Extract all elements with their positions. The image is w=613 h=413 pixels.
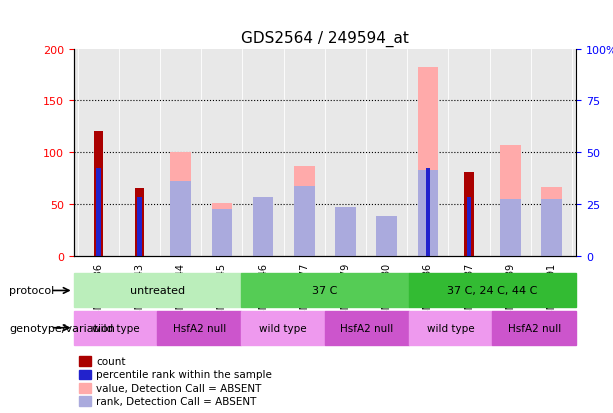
Text: count: count — [96, 356, 126, 366]
Bar — [137, 197, 142, 256]
Bar — [241, 274, 409, 308]
Bar — [96, 169, 101, 256]
Bar — [335, 207, 356, 256]
Text: 37 C: 37 C — [312, 286, 338, 296]
Text: wild type: wild type — [91, 323, 139, 333]
Bar — [541, 199, 562, 256]
Bar — [211, 210, 232, 256]
Bar — [492, 311, 576, 345]
Text: rank, Detection Call = ABSENT: rank, Detection Call = ABSENT — [96, 396, 257, 406]
Title: GDS2564 / 249594_at: GDS2564 / 249594_at — [241, 31, 409, 47]
Text: protocol: protocol — [9, 286, 55, 296]
Bar — [325, 311, 409, 345]
Bar — [253, 206, 273, 256]
Bar — [335, 207, 356, 256]
Text: value, Detection Call = ABSENT: value, Detection Call = ABSENT — [96, 383, 262, 393]
Bar — [417, 170, 438, 256]
Bar — [74, 311, 158, 345]
Bar — [78, 356, 91, 366]
Bar — [158, 311, 241, 345]
Bar — [500, 146, 520, 256]
Bar — [376, 217, 397, 256]
Bar — [294, 166, 314, 256]
Bar — [409, 311, 492, 345]
Bar — [500, 199, 520, 256]
Bar — [294, 187, 314, 256]
Bar — [74, 274, 241, 308]
Bar — [417, 68, 438, 256]
Text: genotype/variation: genotype/variation — [9, 323, 115, 333]
Bar — [465, 173, 474, 256]
Bar — [425, 169, 430, 256]
Text: HsfA2 null: HsfA2 null — [508, 323, 561, 333]
Text: HsfA2 null: HsfA2 null — [340, 323, 394, 333]
Bar — [376, 217, 397, 256]
Bar — [94, 132, 103, 256]
Bar — [541, 188, 562, 256]
Bar — [135, 189, 144, 256]
Bar — [409, 274, 576, 308]
Bar — [467, 197, 471, 256]
Bar — [78, 383, 91, 393]
Text: wild type: wild type — [259, 323, 307, 333]
Bar — [253, 197, 273, 256]
Bar — [211, 204, 232, 256]
Bar — [170, 153, 191, 256]
Text: 37 C, 24 C, 44 C: 37 C, 24 C, 44 C — [447, 286, 538, 296]
Bar — [78, 396, 91, 406]
Bar — [78, 370, 91, 379]
Text: untreated: untreated — [130, 286, 185, 296]
Text: percentile rank within the sample: percentile rank within the sample — [96, 370, 272, 380]
Bar — [241, 311, 325, 345]
Bar — [170, 182, 191, 256]
Text: wild type: wild type — [427, 323, 474, 333]
Text: HsfA2 null: HsfA2 null — [173, 323, 226, 333]
